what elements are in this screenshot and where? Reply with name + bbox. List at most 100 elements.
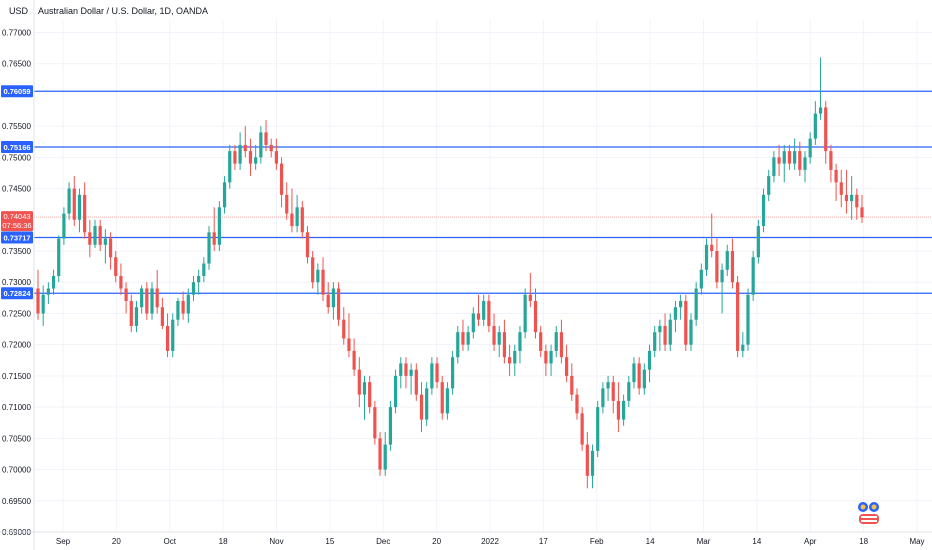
candle-body	[466, 332, 470, 345]
candle-body	[248, 151, 253, 164]
countdown-label: 07:56:36	[2, 221, 31, 230]
candle-body	[575, 394, 579, 414]
candle-body	[41, 294, 45, 314]
level-tag	[1, 141, 33, 154]
candle-body	[124, 288, 128, 301]
currency-label: USD	[9, 6, 29, 16]
candle-body	[274, 151, 278, 164]
level-label: 0.75166	[3, 143, 30, 152]
x-tick-label: 2022	[481, 537, 499, 546]
candle-body	[368, 382, 372, 408]
candle-body	[103, 238, 107, 245]
candle-body	[145, 288, 149, 314]
current-price-label: 0.74043	[3, 212, 30, 221]
candle-body	[616, 400, 621, 420]
candle-body	[264, 132, 268, 145]
x-tick-label: 14	[646, 537, 655, 546]
y-tick-label: 0.77000	[2, 28, 31, 37]
y-tick-label: 0.73500	[2, 247, 31, 256]
candle-body	[108, 238, 113, 258]
current-price-tag	[1, 211, 33, 232]
candle-body	[155, 288, 159, 308]
candle-body	[658, 325, 662, 333]
candle-body	[150, 288, 154, 314]
candle-body	[311, 257, 315, 283]
candle-body	[243, 144, 247, 152]
level-label: 0.76059	[3, 87, 30, 96]
candle-body	[238, 144, 242, 164]
x-axis: Sep 20 Oct 18 Nov 15 Dec 20 2022 17 Feb 14 Mar 14 Apr 1…	[0, 531, 932, 546]
candle-body	[378, 438, 382, 470]
candle-body	[751, 257, 755, 295]
candle-body	[704, 244, 709, 270]
candle-body	[217, 207, 221, 245]
candle-body	[67, 188, 71, 214]
candle-body	[160, 307, 164, 326]
candle-body	[191, 282, 196, 295]
candle-body	[440, 382, 444, 414]
candle-body	[212, 232, 216, 245]
candle-body	[850, 194, 854, 202]
candle-body	[62, 213, 66, 239]
candle-body	[425, 388, 429, 420]
candle-body	[461, 332, 465, 345]
y-tick-label: 0.70500	[2, 434, 31, 443]
candle-body	[798, 151, 802, 170]
candle-body	[715, 251, 719, 283]
x-tick-label: 20	[112, 537, 121, 546]
candle-body	[202, 263, 206, 276]
candle-body	[36, 288, 40, 314]
x-tick-label: 18	[219, 537, 228, 546]
candle-body	[383, 444, 387, 470]
candle-body	[51, 276, 56, 289]
y-tick-label: 0.72500	[2, 309, 31, 318]
candle-body	[259, 132, 263, 158]
level-label: 0.73717	[3, 233, 30, 242]
candle-body	[564, 357, 569, 376]
candle-body	[601, 388, 605, 408]
candle-body	[409, 369, 413, 376]
candle-body	[233, 151, 237, 164]
candle-body	[492, 325, 496, 345]
x-tick-label: 14	[752, 537, 761, 546]
candle-body	[772, 157, 776, 177]
y-tick-label: 0.75500	[2, 122, 31, 131]
y-tick-label: 0.75000	[2, 153, 31, 162]
candle-body	[487, 300, 491, 326]
y-tick-label: 0.72000	[2, 341, 31, 350]
level-label: 0.72824	[3, 289, 31, 298]
candle-body	[611, 382, 615, 401]
candle-body	[129, 300, 133, 326]
candle-body	[171, 319, 175, 351]
candle-body	[295, 207, 299, 227]
y-tick-label: 0.71000	[2, 403, 31, 412]
candle-body	[710, 244, 714, 252]
candle-body	[539, 332, 543, 351]
x-tick-label: May	[909, 537, 924, 546]
candle-body	[502, 332, 507, 358]
x-tick-label: Dec	[376, 537, 390, 546]
candle-body	[596, 407, 600, 451]
candle-body	[725, 251, 729, 270]
candle-body	[741, 344, 745, 351]
level-tag	[1, 85, 33, 98]
candle-body	[336, 288, 341, 320]
candle-body	[834, 169, 838, 183]
candle-body	[813, 113, 817, 139]
candle-body	[419, 394, 424, 420]
candle-body	[829, 151, 833, 170]
candle-body	[305, 232, 310, 258]
candle-body	[746, 294, 750, 345]
candle-body	[689, 319, 693, 345]
candle-body	[471, 313, 475, 333]
chart-title: Australian Dollar / U.S. Dollar, 1D, OAN…	[38, 6, 208, 16]
candle-body	[357, 369, 361, 395]
candle-body	[699, 269, 703, 289]
x-tick-label: 20	[432, 537, 441, 546]
candle-body	[544, 350, 548, 364]
candle-body	[793, 151, 797, 164]
candle-body	[761, 194, 766, 227]
candle-body	[254, 157, 258, 164]
candle-body	[140, 288, 144, 308]
candle-body	[679, 300, 683, 308]
